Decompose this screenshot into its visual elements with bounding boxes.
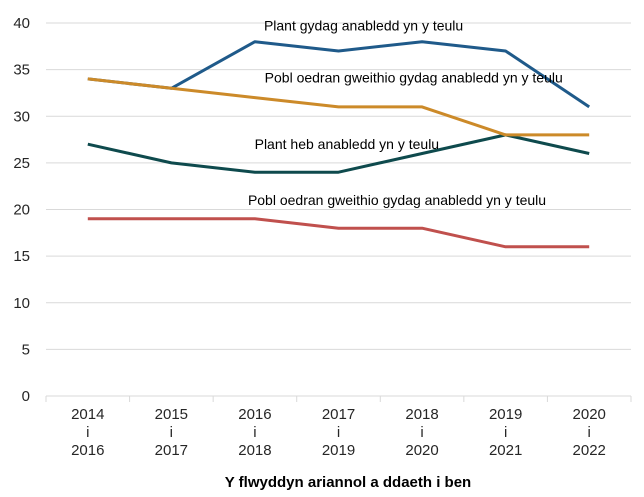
series-label: Pobl oedran gweithio gydag anabledd yn y… [248,192,546,208]
x-tick-label: 2020 i 2022 [573,406,606,459]
y-tick-label: 5 [22,341,30,358]
series-label: Plant gydag anabledd yn y teulu [264,17,463,33]
gridlines [46,22,631,397]
x-tick-label: 2016 i 2018 [238,406,271,459]
y-tick-label: 20 [13,202,30,219]
y-tick-label: 40 [13,15,30,32]
x-tick-label: 2015 i 2017 [155,406,188,459]
y-tick-label: 25 [13,155,30,172]
y-tick-label: 15 [13,248,30,265]
y-tick-label: 30 [13,108,30,125]
y-axis-ticks: 0 5 10 15 20 25 30 35 40 [13,15,30,405]
series-label: Pobl oedran gweithio gydag anabledd yn y… [265,70,563,86]
series-line [87,217,590,249]
y-tick-label: 0 [22,388,30,405]
series-line [87,77,590,137]
y-tick-label: 10 [13,295,30,312]
x-axis-title: Y flwyddyn ariannol a ddaeth i ben [225,474,471,491]
x-tick-label: 2014 i 2016 [71,406,104,459]
series-labels: Plant gydag anabledd yn y teulu Pobl oedr… [248,17,563,207]
series-lines [87,40,591,249]
x-tick-label: 2017 i 2019 [322,406,355,459]
y-tick-label: 35 [13,62,30,79]
x-axis: 2014 i 2016 2015 i 2017 2016 i 2018 2017 i 2019 2018… [45,396,632,459]
x-tick-label: 2019 i 2021 [489,406,522,459]
x-tick-label: 2018 i 2020 [405,406,438,459]
series-label: Plant heb anabledd yn y teulu [255,136,439,152]
